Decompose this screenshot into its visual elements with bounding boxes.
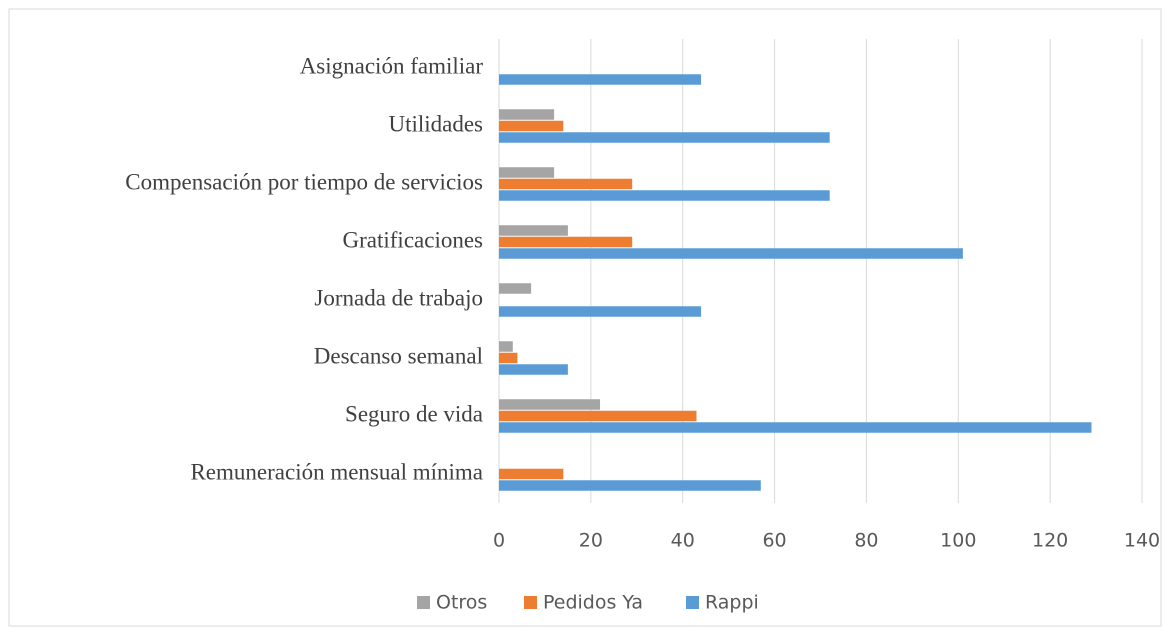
x-tick-label: 40 <box>671 530 695 552</box>
bar <box>499 468 564 480</box>
y-tick-label: Utilidades <box>388 111 483 136</box>
y-tick-label: Descanso semanal <box>314 343 483 368</box>
legend-label: Rappi <box>705 592 759 614</box>
bar <box>499 167 555 178</box>
legend-label: Otros <box>436 592 487 614</box>
bar <box>499 399 601 410</box>
y-tick-label: Asignación familiar <box>300 53 484 78</box>
x-tick-label: 20 <box>579 530 603 552</box>
y-tick-label: Gratificaciones <box>343 227 484 252</box>
bar <box>499 410 697 422</box>
bar <box>499 248 963 259</box>
bar <box>499 283 532 294</box>
x-tick-label: 120 <box>1032 530 1068 552</box>
bar <box>499 74 702 85</box>
x-tick-label: 100 <box>940 530 976 552</box>
bar <box>499 236 633 248</box>
bar <box>499 132 830 143</box>
bar <box>499 364 568 375</box>
x-tick-label: 0 <box>493 530 505 552</box>
y-tick-label: Compensación por tiempo de servicios <box>125 169 483 194</box>
bar <box>499 352 518 364</box>
x-tick-label: 80 <box>854 530 878 552</box>
y-tick-label: Seguro de vida <box>345 401 483 426</box>
bar <box>499 480 761 491</box>
bar <box>499 120 564 132</box>
bar <box>499 178 633 190</box>
y-tick-label: Remuneración mensual mínima <box>190 459 483 484</box>
legend-label: Pedidos Ya <box>543 592 643 614</box>
x-tick-label: 140 <box>1124 530 1160 552</box>
bar <box>499 422 1092 433</box>
legend-swatch <box>686 596 699 609</box>
bar <box>499 109 555 120</box>
bar <box>499 225 568 236</box>
bar <box>499 306 702 317</box>
chart-border <box>8 8 1162 627</box>
bar <box>499 190 830 201</box>
x-tick-label: 60 <box>762 530 786 552</box>
bar <box>499 341 513 352</box>
legend-swatch <box>417 596 430 609</box>
y-tick-label: Jornada de trabajo <box>314 285 483 310</box>
legend-swatch <box>524 596 537 609</box>
